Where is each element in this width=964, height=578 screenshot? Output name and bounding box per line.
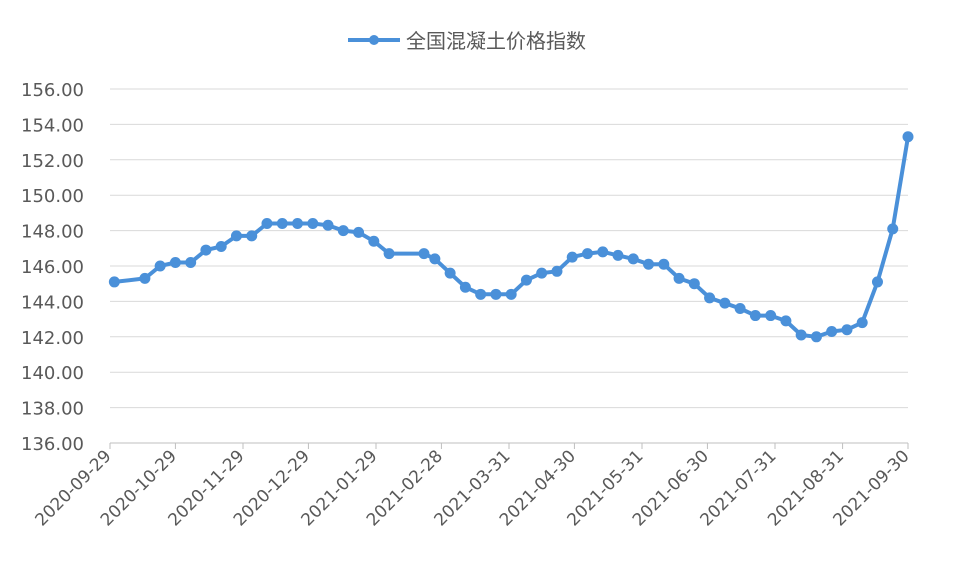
x-axis-ticks: 2020-09-292020-10-292020-11-292020-12-29… <box>32 443 914 530</box>
legend-marker <box>369 35 379 45</box>
data-point <box>418 248 430 260</box>
data-point <box>627 253 639 265</box>
data-point <box>765 310 777 322</box>
data-point <box>292 218 304 230</box>
legend-label: 全国混凝土价格指数 <box>406 29 586 53</box>
data-point <box>704 292 716 304</box>
y-axis-ticks: 136.00 138.00 140.00 142.00 144.00 146.00 148.… <box>21 80 84 455</box>
data-point <box>322 219 334 231</box>
data-point <box>246 230 258 242</box>
data-point <box>612 249 624 261</box>
data-point <box>307 218 319 230</box>
data-point <box>902 131 914 143</box>
data-point <box>383 248 395 260</box>
y-tick-label: 154.00 <box>21 115 84 136</box>
data-point <box>688 278 700 290</box>
data-point <box>566 251 578 263</box>
data-point <box>887 223 899 235</box>
legend: 全国混凝土价格指数 <box>348 29 586 53</box>
data-point <box>444 267 456 279</box>
y-tick-label: 142.00 <box>21 328 84 349</box>
data-point <box>429 253 441 265</box>
data-point <box>871 276 883 288</box>
data-point <box>185 256 197 268</box>
data-point <box>581 248 593 260</box>
data-point <box>719 297 731 309</box>
y-tick-label: 150.00 <box>21 186 84 207</box>
data-point <box>368 235 380 247</box>
data-point <box>108 276 120 288</box>
data-point <box>643 258 655 270</box>
data-point <box>261 218 273 230</box>
data-point <box>200 244 212 256</box>
y-tick-label: 148.00 <box>21 222 84 243</box>
data-point <box>856 317 868 329</box>
data-point <box>551 265 563 277</box>
data-point <box>520 274 532 286</box>
data-point <box>597 246 609 258</box>
data-point <box>276 218 288 230</box>
data-point <box>459 281 471 293</box>
y-tick-label: 136.00 <box>21 434 84 455</box>
y-tick-label: 144.00 <box>21 292 84 313</box>
data-point <box>749 310 761 322</box>
data-point <box>490 288 502 300</box>
y-tick-label: 140.00 <box>21 363 84 384</box>
data-point <box>337 225 349 237</box>
data-point <box>658 258 670 270</box>
data-point <box>673 272 685 284</box>
gridlines <box>110 88 908 444</box>
data-point <box>826 325 838 337</box>
data-point <box>841 324 853 336</box>
y-tick-label: 138.00 <box>21 399 84 420</box>
data-point <box>505 288 517 300</box>
data-point <box>353 226 365 238</box>
y-tick-label: 146.00 <box>21 257 84 278</box>
data-point <box>734 302 746 314</box>
data-point <box>230 230 242 242</box>
data-point <box>795 329 807 341</box>
data-point <box>154 260 166 272</box>
y-tick-label: 156.00 <box>21 80 84 101</box>
data-point <box>215 241 227 253</box>
series-line <box>108 131 914 343</box>
y-tick-label: 152.00 <box>21 151 84 172</box>
data-point <box>536 267 548 279</box>
data-point <box>780 315 792 327</box>
data-point <box>810 331 822 343</box>
data-point <box>475 288 487 300</box>
data-point <box>169 256 181 268</box>
data-point <box>139 272 151 284</box>
